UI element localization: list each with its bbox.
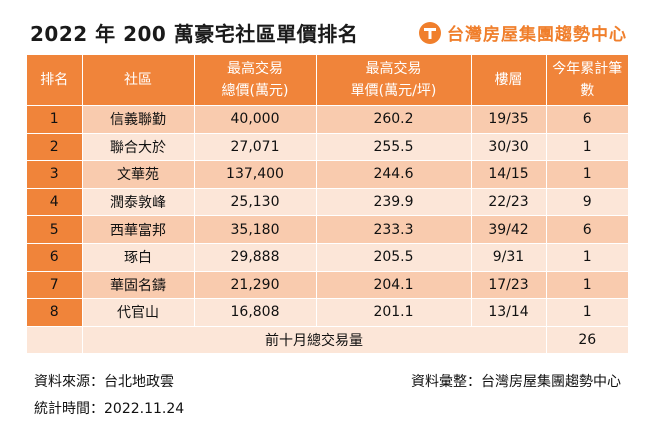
total-price-cell: 40,000 [194, 105, 317, 134]
floor-cell: 14/15 [471, 160, 547, 189]
footer-compiled: 資料彙整：台灣房屋集團趨勢中心 [411, 374, 621, 390]
table-row: 4 潤泰敦峰 25,130 239.9 22/23 9 [27, 187, 628, 216]
brand-logo-block: 台灣房屋集團趨勢中心 [419, 20, 627, 45]
table-row: 3 文華苑 137,400 244.6 14/15 1 [27, 160, 628, 189]
floor-cell: 19/35 [471, 105, 547, 134]
unit-price-cell: 204.1 [316, 270, 472, 299]
page-title: 2022 年 200 萬豪宅社區單價排名 [30, 22, 359, 46]
community-cell: 西華富邦 [82, 215, 195, 244]
floor-cell: 39/42 [471, 215, 547, 244]
deals-cell: 9 [546, 187, 628, 216]
unit-price-cell: 244.6 [316, 160, 472, 189]
unit-price-cell: 201.1 [316, 298, 472, 327]
rank-cell: 3 [27, 160, 83, 189]
rank-cell: 5 [27, 215, 83, 244]
unit-price-cell: 260.2 [316, 105, 472, 134]
deals-cell: 1 [546, 242, 628, 272]
community-cell: 信義聯勤 [82, 105, 195, 134]
total-price-cell: 25,130 [194, 187, 317, 216]
floor-cell: 13/14 [471, 298, 547, 327]
total-price-cell: 21,290 [194, 270, 317, 299]
header-deals: 今年累計筆數 [546, 55, 628, 106]
total-price-cell: 27,071 [194, 132, 317, 161]
community-cell: 潤泰敦峰 [82, 187, 195, 216]
table-row: 7 華固名鑄 21,290 204.1 17/23 1 [27, 270, 628, 299]
total-price-cell: 137,400 [194, 160, 317, 189]
total-row-value: 26 [546, 325, 628, 354]
rank-cell: 8 [27, 298, 83, 327]
floor-cell: 9/31 [471, 242, 547, 272]
table-row: 6 琢白 29,888 205.5 9/31 1 [27, 242, 628, 272]
deals-cell: 6 [546, 105, 628, 134]
community-cell: 文華苑 [82, 160, 195, 189]
community-cell: 琢白 [82, 242, 195, 272]
total-row-blank [27, 325, 83, 354]
total-price-cell: 16,808 [194, 298, 317, 327]
brand-logo-icon [419, 21, 441, 44]
header-unit-price: 最高交易 單價(萬元/坪) [316, 55, 472, 106]
floor-cell: 30/30 [471, 132, 547, 161]
table-row: 5 西華富邦 35,180 233.3 39/42 6 [27, 215, 628, 244]
rank-cell: 1 [27, 105, 83, 134]
table-row: 2 聯合大於 27,071 255.5 30/30 1 [27, 132, 628, 161]
deals-cell: 1 [546, 160, 628, 189]
header-community: 社區 [82, 55, 195, 106]
rank-cell: 7 [27, 270, 83, 299]
total-row-label: 前十月總交易量 [82, 325, 547, 354]
table-header-row: 排名 社區 最高交易 總價(萬元) 最高交易 單價(萬元/坪) 樓層 今年累計筆… [27, 55, 628, 106]
community-cell: 代官山 [82, 298, 195, 327]
footer-source: 資料來源：台北地政雲 [34, 374, 174, 390]
unit-price-cell: 255.5 [316, 132, 472, 161]
rank-cell: 2 [27, 132, 83, 161]
table-row: 1 信義聯勤 40,000 260.2 19/35 6 [27, 105, 628, 134]
total-price-cell: 35,180 [194, 215, 317, 244]
deals-cell: 1 [546, 132, 628, 161]
header-unit-price-line1: 最高交易 [365, 61, 422, 77]
total-price-cell: 29,888 [194, 242, 317, 272]
floor-cell: 22/23 [471, 187, 547, 216]
floor-cell: 17/23 [471, 270, 547, 299]
header-rank: 排名 [27, 55, 83, 106]
community-cell: 聯合大於 [82, 132, 195, 161]
total-row: 前十月總交易量 26 [27, 325, 628, 354]
header-total-price-line2: 總價(萬元) [221, 83, 289, 99]
header-floor: 樓層 [471, 55, 547, 106]
header-unit-price-line2: 單價(萬元/坪) [350, 83, 437, 99]
header-total-price: 最高交易 總價(萬元) [194, 55, 317, 106]
footer-date: 統計時間：2022.11.24 [34, 401, 185, 417]
deals-cell: 6 [546, 215, 628, 244]
community-cell: 華固名鑄 [82, 270, 195, 299]
ranking-table: 排名 社區 最高交易 總價(萬元) 最高交易 單價(萬元/坪) 樓層 今年累計筆… [27, 55, 628, 354]
deals-cell: 1 [546, 270, 628, 299]
rank-cell: 6 [27, 242, 83, 272]
rank-cell: 4 [27, 187, 83, 216]
unit-price-cell: 233.3 [316, 215, 472, 244]
brand-name: 台灣房屋集團趨勢中心 [447, 25, 627, 45]
unit-price-cell: 205.5 [316, 242, 472, 272]
header-total-price-line1: 最高交易 [227, 61, 283, 77]
deals-cell: 1 [546, 298, 628, 327]
table-row: 8 代官山 16,808 201.1 13/14 1 [27, 298, 628, 327]
unit-price-cell: 239.9 [316, 187, 472, 216]
